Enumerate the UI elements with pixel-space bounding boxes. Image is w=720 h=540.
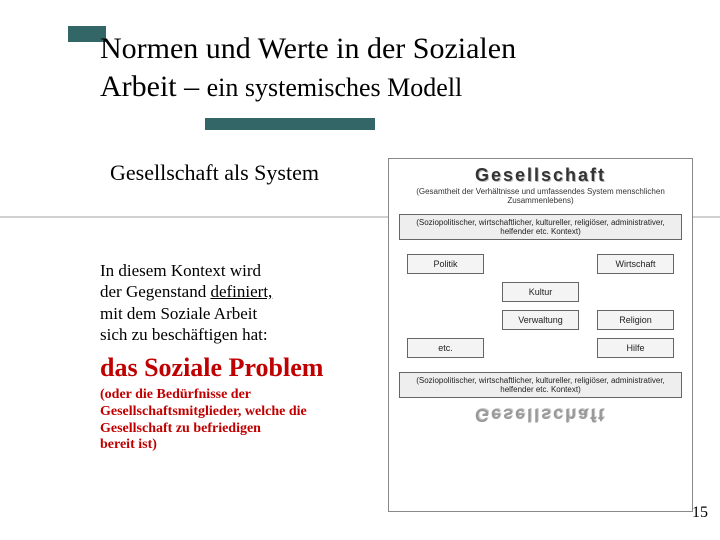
accent-bar-under-title — [205, 118, 375, 130]
diagram-cell: Religion — [597, 310, 674, 330]
diagram-top-sub: (Gesamtheit der Verhältnisse und umfasse… — [389, 188, 692, 206]
left-text-column: In diesem Kontext wird der Gegenstand de… — [100, 260, 365, 454]
diagram-context-stripe-bottom: (Soziopolitischer, wirtschaftlicher, kul… — [399, 372, 682, 398]
title-line2b: ein systemisches Modell — [207, 73, 463, 102]
diagram-cell: Verwaltung — [502, 310, 579, 330]
diagram-cell: Politik — [407, 254, 484, 274]
para-l4: sich zu beschäftigen hat: — [100, 324, 365, 345]
diagram-cell: Hilfe — [597, 338, 674, 358]
emphasis-heading: das Soziale Problem — [100, 353, 365, 383]
diagram-bottom-label: Gesellschaft — [389, 404, 692, 425]
page-number: 15 — [692, 504, 708, 522]
title-line2a: Arbeit – — [100, 70, 207, 103]
slide-title: Normen und Werte in der Sozialen Arbeit … — [100, 30, 700, 105]
title-line2: Arbeit – ein systemisches Modell — [100, 68, 700, 106]
para-l3: mit dem Soziale Arbeit — [100, 303, 365, 324]
paragraph: In diesem Kontext wird der Gegenstand de… — [100, 260, 365, 345]
diagram-grid: Politik Wirtschaft Kultur Verwaltung Rel… — [407, 254, 674, 358]
diagram-cell: etc. — [407, 338, 484, 358]
para-l2: der Gegenstand definiert, — [100, 281, 365, 302]
diagram-cell: Wirtschaft — [597, 254, 674, 274]
emphasis-sub: (oder die Bedürfnisse der Gesellschaftsm… — [100, 387, 365, 454]
diagram-top-label: Gesellschaft — [389, 165, 692, 186]
para-l1: In diesem Kontext wird — [100, 260, 365, 281]
title-line1: Normen und Werte in der Sozialen — [100, 30, 700, 68]
diagram-cell: Kultur — [502, 282, 579, 302]
diagram-gesellschaft: Gesellschaft (Gesamtheit der Verhältniss… — [388, 158, 693, 512]
subheading: Gesellschaft als System — [110, 160, 319, 186]
diagram-context-stripe-top: (Soziopolitischer, wirtschaftlicher, kul… — [399, 214, 682, 240]
